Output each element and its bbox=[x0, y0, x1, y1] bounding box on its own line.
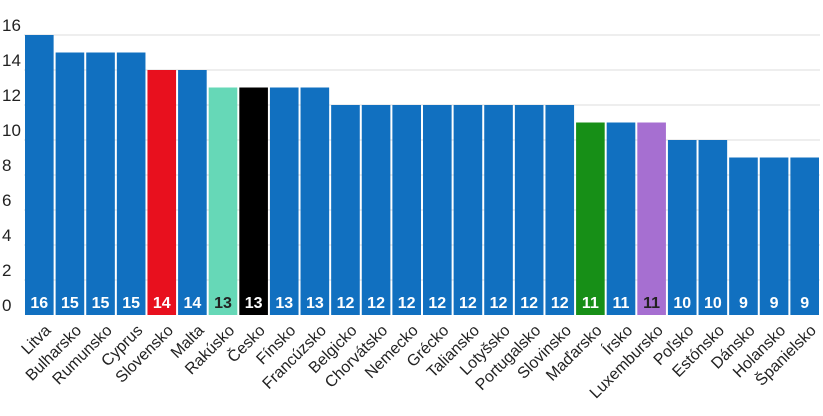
bar bbox=[86, 52, 115, 315]
bar bbox=[576, 122, 605, 315]
value-label: 13 bbox=[245, 295, 263, 312]
value-label: 14 bbox=[153, 295, 171, 312]
value-label: 12 bbox=[459, 295, 477, 312]
bar bbox=[55, 52, 85, 315]
bar bbox=[667, 140, 697, 315]
bar bbox=[606, 122, 636, 315]
bar bbox=[147, 70, 177, 315]
y-tick-label: 10 bbox=[2, 121, 21, 140]
bar bbox=[392, 105, 421, 315]
bar bbox=[729, 157, 758, 315]
bar bbox=[269, 87, 299, 315]
bar bbox=[790, 157, 819, 315]
bar bbox=[208, 87, 238, 315]
value-label: 16 bbox=[30, 295, 48, 312]
value-label: 15 bbox=[92, 295, 110, 312]
y-axis: 0 2 4 6 8 10 12 14 16 bbox=[2, 16, 21, 315]
bar bbox=[698, 140, 728, 315]
y-tick-label: 6 bbox=[2, 191, 11, 210]
y-tick-label: 16 bbox=[2, 16, 21, 35]
bar bbox=[331, 105, 360, 315]
value-label: 13 bbox=[214, 295, 232, 312]
value-label: 12 bbox=[428, 295, 446, 312]
x-axis: LitvaBulharskoRumunskoCyprusSlovenskoMal… bbox=[19, 321, 820, 402]
y-tick-label: 12 bbox=[2, 86, 21, 105]
bar bbox=[25, 35, 54, 315]
value-label: 12 bbox=[490, 295, 508, 312]
bar bbox=[361, 105, 391, 315]
value-label: 12 bbox=[551, 295, 569, 312]
value-label: 12 bbox=[398, 295, 416, 312]
bar bbox=[637, 122, 666, 315]
value-label: 9 bbox=[739, 295, 748, 312]
value-label: 12 bbox=[520, 295, 538, 312]
bar bbox=[545, 105, 575, 315]
value-label: 13 bbox=[306, 295, 324, 312]
bars bbox=[25, 35, 819, 315]
y-tick-label: 8 bbox=[2, 156, 11, 175]
value-label: 14 bbox=[183, 295, 201, 312]
value-label: 15 bbox=[122, 295, 140, 312]
value-label: 9 bbox=[770, 295, 779, 312]
value-label: 13 bbox=[275, 295, 293, 312]
y-tick-label: 14 bbox=[2, 51, 21, 70]
y-tick-label: 4 bbox=[2, 226, 11, 245]
bar bbox=[453, 105, 483, 315]
bar bbox=[239, 87, 268, 315]
value-label: 9 bbox=[800, 295, 809, 312]
value-label: 11 bbox=[613, 295, 630, 312]
bar bbox=[423, 105, 452, 315]
value-label: 12 bbox=[337, 295, 355, 312]
bar bbox=[116, 52, 146, 315]
value-label: 11 bbox=[582, 295, 599, 312]
bar bbox=[759, 157, 789, 315]
y-tick-label: 0 bbox=[2, 296, 11, 315]
value-label: 11 bbox=[643, 295, 660, 312]
value-label: 15 bbox=[61, 295, 79, 312]
bar bbox=[178, 70, 207, 315]
value-label: 12 bbox=[367, 295, 385, 312]
value-label: 10 bbox=[673, 295, 691, 312]
y-tick-label: 2 bbox=[2, 261, 11, 280]
value-labels: 16 15 15 15 14 14 13 13 13 13 12 12 12 12 12 12 12 12 11 11… bbox=[30, 295, 809, 312]
value-label: 10 bbox=[704, 295, 722, 312]
bar bbox=[484, 105, 513, 315]
bar bbox=[514, 105, 544, 315]
bar bbox=[300, 87, 330, 315]
